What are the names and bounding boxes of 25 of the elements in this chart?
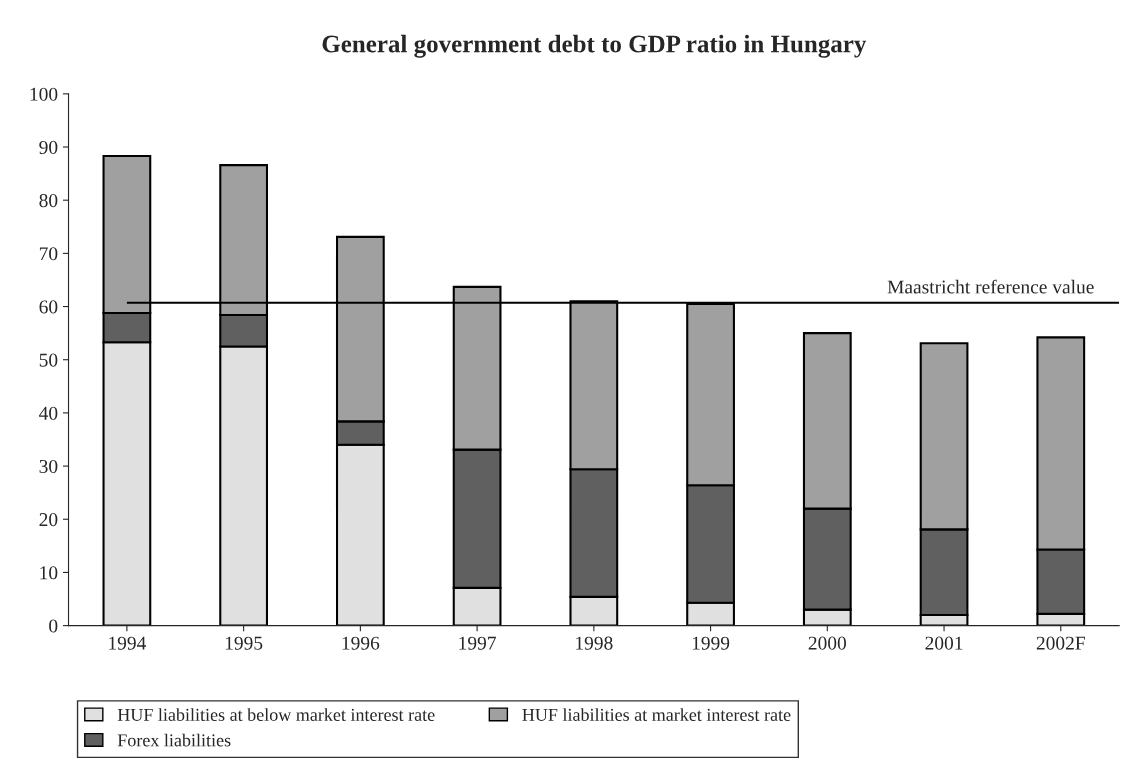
y-tick-label: 70: [39, 247, 58, 261]
y-tick-label: 90: [39, 140, 58, 154]
y-tick-label: 0: [49, 619, 58, 633]
x-tick-label: 1994: [109, 636, 147, 650]
y-tick-label: 10: [40, 566, 58, 580]
y-tick-label: 40: [39, 406, 58, 420]
y-tick-label: 60: [39, 300, 58, 314]
x-tick-label: 1998: [576, 636, 613, 650]
legend-label: Forex liabilities: [117, 733, 231, 747]
ref-line-label: Maastricht reference value: [887, 279, 1094, 294]
y-tick-label: 100: [30, 87, 58, 101]
x-tick-label: 2001: [925, 636, 963, 650]
legend-label: HUF liabilities at below market interest rate: [117, 708, 435, 721]
x-tick-label: 1996: [342, 636, 380, 650]
y-tick-label: 80: [39, 194, 58, 208]
y-tick-label: 20: [39, 513, 58, 527]
x-tick-label: 2002F: [1036, 636, 1085, 650]
x-tick-label: 2000: [808, 636, 847, 650]
y-tick-label: 50: [39, 353, 58, 367]
x-tick-label: 1999: [692, 636, 730, 650]
chart-title: General government debt to GDP ratio in Hungary: [322, 34, 867, 58]
x-tick-label: 1995: [225, 636, 263, 650]
x-tick-label: 1997: [459, 636, 496, 650]
y-tick-label: 30: [39, 459, 58, 474]
legend-label: HUF liabilities at market interest rate: [522, 708, 791, 721]
